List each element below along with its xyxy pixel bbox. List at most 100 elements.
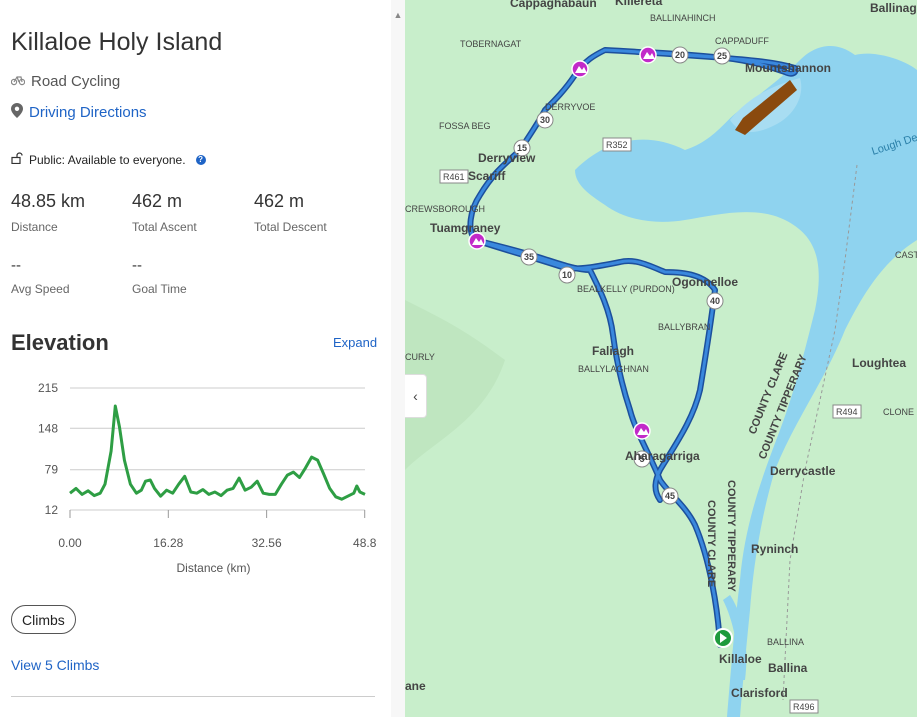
y-tick-label: 215: [38, 381, 58, 395]
km-marker[interactable]: 35: [520, 248, 538, 266]
stat-total-descent: 462 m Total Descent: [254, 191, 327, 234]
stat-value: 462 m: [132, 191, 183, 211]
county-label: COUNTY TIPPERARY: [725, 480, 737, 593]
view-climbs-link[interactable]: View 5 Climbs: [11, 657, 100, 673]
map-label: Aharagarriga: [625, 449, 700, 463]
stat-total-ascent: 462 m Total Ascent: [132, 191, 197, 234]
km-marker[interactable]: 40: [706, 292, 724, 310]
sidebar-scrollbar[interactable]: ▲: [391, 0, 405, 717]
land-shade: [405, 300, 505, 470]
x-axis-title: Distance (km): [176, 561, 250, 575]
lough-derg-water: [575, 45, 917, 717]
km-marker[interactable]: 5: [633, 450, 651, 468]
stat-goal-time: -- Goal Time: [132, 257, 187, 296]
km-marker[interactable]: 45: [661, 487, 679, 505]
svg-text:20: 20: [675, 50, 685, 60]
activity-label: Road Cycling: [31, 73, 121, 90]
visibility-row: Public: Available to everyone. ?: [11, 152, 206, 167]
elevation-heading: Elevation: [11, 330, 109, 355]
map-label: CURLY: [405, 352, 435, 362]
map-label: Clarisford: [731, 686, 788, 700]
chevron-left-icon: ‹: [413, 388, 418, 404]
map-label: DERRYVOE: [545, 102, 595, 112]
activity-row: Road Cycling: [10, 73, 121, 90]
map-label: Tuamgraney: [430, 221, 501, 235]
y-tick-label: 79: [45, 463, 59, 477]
map-label: CAPPADUFF: [715, 36, 769, 46]
stat-label: Distance: [11, 220, 58, 234]
stat-label: Avg Speed: [11, 282, 70, 296]
svg-text:45: 45: [665, 491, 675, 501]
elevation-line: [69, 404, 366, 501]
stat-distance: 48.85 km Distance: [11, 191, 85, 234]
mountain-icon[interactable]: [571, 60, 589, 78]
svg-text:40: 40: [710, 296, 720, 306]
mountain-icon[interactable]: [633, 422, 651, 440]
km-marker[interactable]: 25: [713, 47, 731, 65]
map-label: Faliagh: [592, 344, 634, 358]
map-label: Loughtea: [852, 356, 906, 370]
km-marker[interactable]: 15: [513, 139, 531, 157]
y-tick-label: 148: [38, 421, 58, 435]
map-label: BALLINAHINCH: [650, 13, 716, 23]
mountain-icon[interactable]: [639, 46, 657, 64]
svg-text:30: 30: [540, 115, 550, 125]
highlighted-segment: [735, 80, 797, 135]
map-label: CAST: [895, 250, 917, 260]
start-flag-icon[interactable]: [713, 628, 733, 648]
unlock-icon: [11, 152, 23, 167]
divider: [11, 696, 375, 697]
map-label: Derrycastle: [770, 464, 836, 478]
route-map[interactable]: 5 10 15 20 25 30 35 40 45 Cappaghabaun K…: [405, 0, 917, 717]
road-label: R461: [443, 172, 465, 182]
map-label: BALLINA: [767, 637, 804, 647]
stat-label: Goal Time: [132, 282, 187, 296]
y-tick-label: 12: [45, 503, 59, 517]
km-marker[interactable]: 10: [558, 266, 576, 284]
county-label: COUNTY CLARE: [705, 500, 717, 587]
svg-text:15: 15: [517, 143, 527, 153]
x-tick-label: 32.56: [252, 536, 282, 550]
map-label: Cappaghabaun: [510, 0, 597, 10]
map-label: Killaloe: [719, 652, 762, 666]
km-marker[interactable]: 30: [536, 111, 554, 129]
map-label: FOSSA BEG: [439, 121, 491, 131]
mountain-icon[interactable]: [468, 232, 486, 250]
map-label: ane: [405, 679, 426, 693]
km-marker[interactable]: 20: [671, 46, 689, 64]
stat-label: Total Descent: [254, 220, 327, 234]
x-tick-label: 0.00: [58, 536, 82, 550]
scroll-up-arrow-icon[interactable]: ▲: [393, 10, 403, 20]
map-label: CLONE: [883, 407, 914, 417]
map-canvas[interactable]: 5 10 15 20 25 30 35 40 45 Cappaghabaun K…: [405, 0, 917, 717]
expand-chart-link[interactable]: Expand: [333, 335, 378, 350]
elevation-chart[interactable]: 215 148 79 12 0.00 16.28 32.56 48.8 Distance (km…: [0, 372, 391, 582]
map-label: Scariff: [468, 169, 506, 183]
route-sidebar: Killaloe Holy Island Road Cycling Drivin…: [0, 0, 405, 717]
info-icon[interactable]: ?: [195, 154, 206, 165]
directions-row[interactable]: Driving Directions: [11, 103, 147, 122]
visibility-label: Public: Available to everyone.: [29, 152, 186, 167]
climbs-button[interactable]: Climbs: [11, 605, 76, 634]
map-label: Mountshannon: [745, 61, 831, 75]
stat-label: Total Ascent: [132, 220, 197, 234]
road-label: R352: [606, 140, 628, 150]
river-shannon: [723, 595, 747, 680]
collapse-sidebar-button[interactable]: ‹: [405, 374, 427, 418]
map-label: BALLYBRAN: [658, 322, 710, 332]
map-label: Killereta: [615, 0, 663, 8]
svg-text:10: 10: [562, 270, 572, 280]
map-label: Ogonnelloe: [672, 275, 738, 289]
x-tick-label: 48.8: [353, 536, 377, 550]
bicycle-icon: [10, 73, 26, 90]
driving-directions-link[interactable]: Driving Directions: [29, 104, 147, 121]
stat-value: --: [132, 257, 142, 274]
map-label: BEALKELLY (PURDON): [577, 284, 675, 294]
map-label: CREWSBOROUGH: [405, 204, 485, 214]
svg-text:25: 25: [717, 51, 727, 61]
map-pin-icon: [11, 103, 23, 122]
road-label: R494: [836, 407, 858, 417]
stat-avg-speed: -- Avg Speed: [11, 257, 70, 296]
stat-value: 462 m: [254, 191, 305, 211]
x-tick-label: 16.28: [153, 536, 183, 550]
